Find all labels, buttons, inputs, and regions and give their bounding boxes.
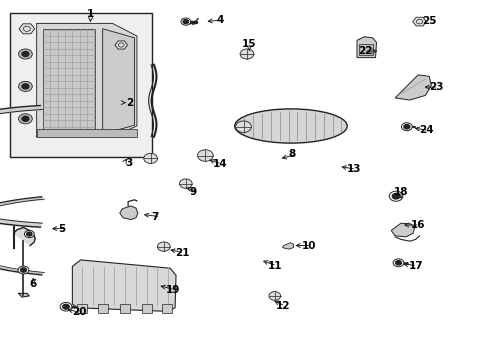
Text: 12: 12 [276, 301, 290, 311]
Polygon shape [412, 17, 426, 26]
Circle shape [22, 84, 29, 89]
Circle shape [22, 51, 29, 57]
Circle shape [60, 302, 72, 311]
Polygon shape [19, 24, 35, 34]
Text: 10: 10 [302, 240, 316, 251]
Text: 13: 13 [346, 164, 361, 174]
Text: 2: 2 [125, 98, 133, 108]
Circle shape [181, 18, 190, 25]
Bar [359, 44, 372, 55]
Polygon shape [356, 37, 376, 58]
Text: 1: 1 [87, 9, 94, 19]
Circle shape [183, 20, 188, 24]
Polygon shape [37, 23, 137, 137]
Text: 20: 20 [72, 307, 87, 318]
Text: 15: 15 [242, 39, 256, 49]
Text: 21: 21 [175, 248, 189, 258]
Text: 11: 11 [267, 261, 282, 271]
Circle shape [268, 292, 280, 300]
Polygon shape [72, 260, 176, 311]
Circle shape [403, 125, 409, 129]
Text: 6: 6 [30, 279, 37, 289]
Text: 3: 3 [125, 158, 133, 168]
Text: 16: 16 [410, 220, 425, 230]
Circle shape [18, 266, 29, 274]
Circle shape [24, 230, 34, 238]
Polygon shape [394, 75, 430, 100]
Text: 22: 22 [357, 46, 372, 56]
Circle shape [19, 49, 32, 59]
Circle shape [20, 268, 26, 272]
Circle shape [157, 242, 170, 251]
Circle shape [395, 261, 401, 265]
Circle shape [391, 193, 399, 199]
Bar [43, 29, 95, 133]
Text: 24: 24 [419, 125, 433, 135]
Circle shape [62, 304, 69, 309]
Bar [162, 304, 172, 313]
Text: 19: 19 [166, 285, 180, 295]
Circle shape [235, 121, 251, 132]
Circle shape [19, 114, 32, 124]
Polygon shape [390, 223, 414, 237]
Text: 18: 18 [393, 186, 407, 197]
Circle shape [179, 179, 192, 188]
Polygon shape [282, 243, 293, 249]
Bar [98, 304, 107, 313]
Circle shape [401, 123, 411, 131]
Polygon shape [115, 41, 127, 49]
Polygon shape [19, 293, 29, 297]
Circle shape [197, 150, 213, 161]
Ellipse shape [234, 109, 346, 143]
Circle shape [22, 116, 29, 121]
Polygon shape [102, 29, 134, 134]
Circle shape [143, 153, 157, 163]
Circle shape [388, 191, 402, 201]
Text: 25: 25 [421, 16, 436, 26]
Text: 14: 14 [212, 159, 227, 169]
Bar [142, 304, 151, 313]
Circle shape [392, 259, 403, 267]
Text: 5: 5 [59, 224, 66, 234]
Text: 4: 4 [216, 15, 223, 25]
Circle shape [240, 49, 253, 59]
Bar [37, 129, 137, 137]
Text: 17: 17 [407, 261, 422, 271]
Text: 8: 8 [288, 149, 295, 159]
Text: 23: 23 [428, 82, 443, 92]
Circle shape [19, 81, 32, 91]
Polygon shape [14, 228, 35, 246]
Text: 9: 9 [189, 186, 197, 197]
Text: 7: 7 [151, 212, 159, 222]
Bar [10, 13, 151, 157]
Bar [77, 304, 87, 313]
Polygon shape [120, 206, 138, 220]
Bar [120, 304, 129, 313]
Circle shape [26, 232, 32, 236]
